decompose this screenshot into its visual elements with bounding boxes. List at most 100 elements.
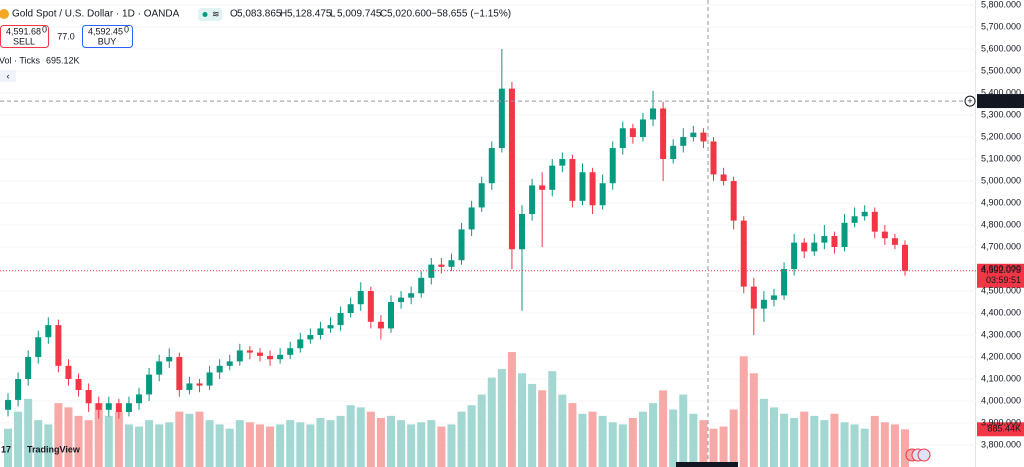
y-tick-label: 5,200.000 <box>981 131 1021 141</box>
candle-body <box>186 383 193 391</box>
volume-bar <box>477 394 486 467</box>
logo-mark: 17 <box>1 444 11 454</box>
volume-bar <box>447 424 456 467</box>
candle-body <box>418 277 425 294</box>
candle-body <box>95 403 102 410</box>
volume-bar <box>749 373 758 467</box>
volume-bar <box>830 413 839 467</box>
candle-body <box>660 108 667 160</box>
candle-body <box>5 399 11 410</box>
volume-bar <box>901 429 909 467</box>
collapse-button[interactable] <box>0 70 16 82</box>
volume-bar <box>215 424 224 467</box>
y-tick-label: 4,300.000 <box>981 329 1021 339</box>
volume-bar <box>699 420 708 467</box>
volume-bar <box>255 424 264 467</box>
buy-label: BUY <box>98 36 117 46</box>
volume-bar <box>467 405 476 467</box>
candle-body <box>458 229 465 261</box>
volume-bar <box>316 418 325 467</box>
y-tick-label: 4,500.000 <box>981 285 1021 295</box>
y-tick-label: 4,200.000 <box>981 351 1021 361</box>
candle-body <box>871 211 878 232</box>
candle-body <box>589 172 596 206</box>
candle-body <box>438 264 445 267</box>
volume-bar <box>769 407 778 467</box>
volume-bar <box>850 424 859 467</box>
volume-bar <box>538 390 547 467</box>
volume-bar <box>124 424 133 467</box>
y-tick-label: 4,400.000 <box>981 307 1021 317</box>
candle-body <box>559 159 566 166</box>
candle-body <box>246 350 253 353</box>
candle-body <box>730 181 737 221</box>
candle-body <box>125 403 132 413</box>
candle-body <box>206 372 213 386</box>
candle-body <box>468 207 475 230</box>
volume-bar <box>840 422 849 467</box>
y-tick-label: 4,800.000 <box>981 219 1021 229</box>
candle-body <box>105 403 112 410</box>
status-dot <box>202 12 208 17</box>
volume-bar <box>497 369 506 467</box>
volume-bar <box>628 418 637 467</box>
volume-bar <box>719 426 728 467</box>
candle-body <box>740 220 747 287</box>
volume-bar <box>487 377 496 467</box>
volume-bar <box>114 411 123 467</box>
candle-body <box>700 132 707 142</box>
candle-body <box>307 335 314 340</box>
candle-body <box>387 302 394 329</box>
crosshair-price: 5,363.557 <box>981 95 1021 105</box>
crosshair-plus-sign: + <box>967 96 972 106</box>
sell-button[interactable] <box>0 25 49 48</box>
candle-body <box>579 172 586 201</box>
candle-body <box>166 357 173 362</box>
flag-icon <box>917 448 931 462</box>
y-tick-label: 5,100.000 <box>981 153 1021 163</box>
ohlc-value: 5,020.600 <box>387 9 432 20</box>
volume-bar <box>860 428 869 467</box>
candle-body <box>821 236 828 243</box>
volume-bar <box>608 422 617 467</box>
volume-bar <box>659 390 668 467</box>
candle-body <box>176 357 183 391</box>
candle-body <box>146 374 153 395</box>
volume-bar <box>205 420 214 467</box>
candle-body <box>45 325 52 338</box>
volume-bar <box>366 411 375 467</box>
volume-bar <box>326 420 335 467</box>
volume-bar <box>649 403 658 467</box>
candle-body <box>549 165 556 190</box>
candle-body <box>448 260 455 267</box>
buy-button[interactable] <box>82 25 133 48</box>
volume-bar <box>104 415 113 467</box>
volume-bar <box>507 352 516 467</box>
candles <box>5 49 908 419</box>
volume-bar <box>54 403 63 467</box>
volume-bar <box>800 411 809 467</box>
candle-body <box>609 148 616 184</box>
volume-bar <box>44 424 53 467</box>
candle-body <box>347 304 354 314</box>
symbol-icon <box>0 9 9 19</box>
candle-body <box>639 119 646 138</box>
y-tick-label: 4,700.000 <box>981 241 1021 251</box>
y-tick-label: 5,300.000 <box>981 109 1021 119</box>
spread: 77.0 <box>57 31 75 41</box>
candle-body <box>811 242 818 252</box>
candle-body <box>115 403 122 413</box>
ohlc-value: 5,083.865 <box>237 9 282 20</box>
volume-bar <box>790 418 799 467</box>
volume-bar <box>266 426 275 467</box>
volume-bars <box>4 352 909 467</box>
candle-body <box>902 244 908 271</box>
volume-legend-label: Vol · Ticks <box>0 55 41 65</box>
volume-bar <box>155 424 164 467</box>
candle-body <box>619 128 626 149</box>
candle-body <box>781 269 788 296</box>
ohlc-letter: L <box>330 9 336 20</box>
